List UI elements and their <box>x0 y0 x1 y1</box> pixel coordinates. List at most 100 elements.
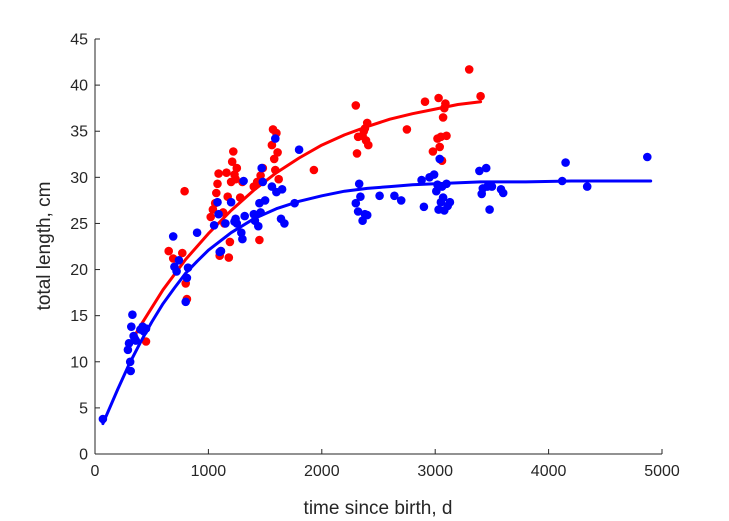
series-1-point-43 <box>260 196 270 205</box>
series-1-point-32 <box>237 228 246 237</box>
series-0-point-62 <box>442 131 451 141</box>
y-tick-label: 15 <box>70 308 88 325</box>
series-1-point-87 <box>561 158 570 167</box>
series-1-point-14 <box>168 232 178 241</box>
series-1-point-5 <box>127 322 136 332</box>
series-1-point-88 <box>582 182 592 191</box>
series-1-point-33 <box>238 234 247 244</box>
series-1-point-6 <box>128 310 137 320</box>
series-1-point-61 <box>396 196 406 205</box>
series-0-point-17 <box>222 168 231 177</box>
series-0-point-41 <box>309 165 319 175</box>
series-1-point-85 <box>498 188 508 198</box>
series-1-point-83 <box>487 182 497 191</box>
series-0-point-10 <box>212 188 221 198</box>
series-1-point-65 <box>429 170 439 179</box>
series-0-point-2 <box>178 248 187 258</box>
series-1-fit-curve <box>101 179 653 426</box>
series-1-point-54 <box>354 179 364 189</box>
series-1-point-18 <box>181 297 190 307</box>
y-tick-label: 10 <box>70 354 88 371</box>
series-0-point-26 <box>232 163 242 173</box>
series-0-point-22 <box>227 157 237 166</box>
y-tick-label: 35 <box>70 124 88 141</box>
series-1-point-17 <box>174 255 184 265</box>
series-1-point-69 <box>435 154 445 164</box>
series-1-point-16 <box>172 267 181 276</box>
series-0-point-20 <box>225 237 235 247</box>
series-1-point-77 <box>475 166 484 176</box>
series-1-point-38 <box>253 221 263 231</box>
series-1-point-51 <box>294 145 304 154</box>
plot-marks <box>98 65 653 426</box>
series-1-point-63 <box>419 202 429 212</box>
series-0-point-36 <box>269 154 279 164</box>
series-0-point-59 <box>438 113 448 122</box>
x-tick-label: 1000 <box>191 463 227 480</box>
series-0-point-53 <box>428 147 438 156</box>
series-0-point-19 <box>224 253 234 262</box>
x-axis-label: time since birth, d <box>304 498 453 519</box>
series-1-point-34 <box>239 176 248 186</box>
series-1-point-48 <box>277 185 287 194</box>
series-0-point-50 <box>364 140 373 150</box>
y-tick-label: 25 <box>70 216 88 233</box>
series-0-point-23 <box>229 147 238 156</box>
series-1-point-58 <box>362 210 372 220</box>
series-0-point-42 <box>351 101 361 110</box>
series-1-point-62 <box>417 175 426 185</box>
series-0-point-34 <box>267 140 277 150</box>
series-0-point-25 <box>231 174 240 184</box>
series-0-point-11 <box>213 179 222 189</box>
series-1-point-35 <box>240 211 249 221</box>
series-1-point-59 <box>375 191 384 201</box>
series-0-point-40 <box>274 174 284 184</box>
series-0-point-12 <box>214 169 223 178</box>
series-1-point-66 <box>432 186 441 196</box>
series-1-point-55 <box>356 192 365 201</box>
series-1-point-9 <box>131 336 141 345</box>
series-1-point-52 <box>351 198 361 208</box>
series-1-point-28 <box>226 197 236 207</box>
series-0-point-56 <box>435 142 445 152</box>
series-1-point-53 <box>353 207 363 216</box>
series-1 <box>98 134 653 426</box>
series-1-point-45 <box>271 134 280 143</box>
y-tick-label: 5 <box>79 400 88 417</box>
series-0-point-31 <box>255 235 264 245</box>
series-0-point-7 <box>206 212 215 222</box>
x-ticks: 0 1000 2000 3000 4000 5000 <box>91 449 680 480</box>
series-1-point-80 <box>481 163 491 173</box>
series-1-point-26 <box>216 246 226 256</box>
series-0-point-39 <box>273 148 282 157</box>
series-0-point-55 <box>434 93 443 103</box>
series-0-point-64 <box>476 91 485 101</box>
series-1-point-2 <box>124 339 134 348</box>
y-tick-label: 30 <box>70 170 88 187</box>
series-0-point-63 <box>464 65 474 74</box>
series-0-point-6 <box>141 337 151 346</box>
series-0-point-51 <box>402 125 412 134</box>
series-1-point-27 <box>221 219 230 228</box>
y-tick-label: 45 <box>70 32 88 49</box>
series-1-point-76 <box>445 197 455 207</box>
series-1-point-31 <box>232 219 242 228</box>
series-0-point-43 <box>352 149 362 158</box>
y-axis-label: total length, cm <box>34 182 55 311</box>
series-1-point-22 <box>209 221 219 230</box>
series-0-point-0 <box>164 246 173 256</box>
series-1-point-1 <box>123 345 133 355</box>
x-tick-label: 0 <box>91 463 100 480</box>
series-1-point-89 <box>643 152 652 162</box>
series-1-point-49 <box>280 219 289 228</box>
series-1-point-72 <box>438 193 448 202</box>
series-1-point-23 <box>213 197 222 207</box>
x-tick-label: 2000 <box>304 463 340 480</box>
y-tick-label: 40 <box>70 78 88 95</box>
x-tick-label: 3000 <box>417 463 453 480</box>
y-tick-label: 0 <box>79 447 88 464</box>
y-ticks: 0 5 10 15 20 25 30 35 40 45 <box>70 32 100 464</box>
series-1-point-82 <box>485 205 494 214</box>
series-1-point-41 <box>257 163 267 173</box>
